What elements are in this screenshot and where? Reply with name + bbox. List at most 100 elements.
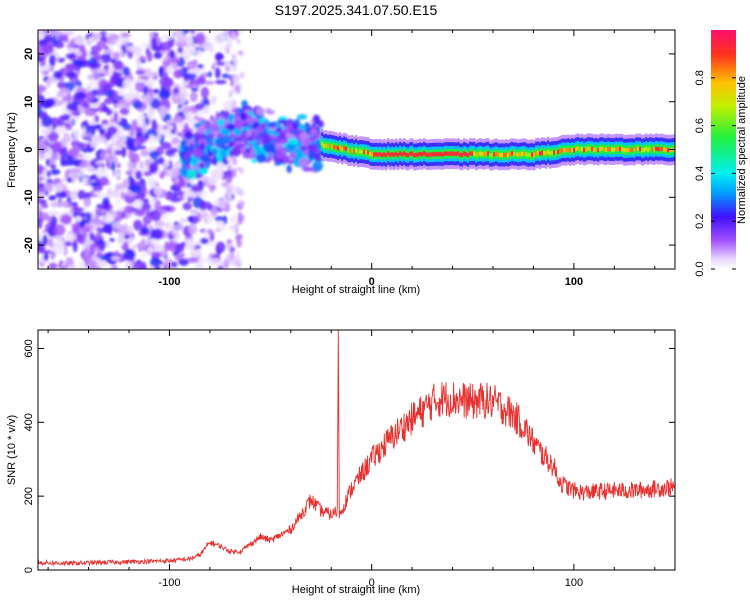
spectrogram-cell [226,243,232,251]
spectrogram-cell [92,124,103,130]
spectrogram-cell [89,181,100,187]
spectrogram-line-cell [553,150,556,155]
colorbar: 0.0 0.2 0.4 0.6 0.8 Normalized spectral ampl… [694,30,748,277]
spectrogram-cell [226,239,232,244]
colorbar-ticks: 0.0 0.2 0.4 0.6 0.8 [694,70,736,277]
spectrogram-cell [122,66,130,76]
spectrogram-cell [242,149,248,159]
spectrogram-line-cell [353,149,356,154]
spectrogram-line-cell [593,147,596,152]
spectrogram-cell [185,35,194,44]
spectrogram-line-cell [577,146,580,151]
spectrogram-cell [246,115,254,125]
spectrogram-line-cell [453,151,456,156]
spectrogram-cell [142,215,152,225]
spectrogram-line-cell [451,151,454,156]
spectrogram-cell [186,46,197,56]
spectrogram-line-cell [387,151,390,156]
spectrogram-line-cell [537,150,540,156]
spectrogram-cell [152,228,164,240]
spectrogram-line-cell [421,152,424,157]
spectrogram-cell [82,181,88,187]
spectrogram-cell [96,40,107,47]
spectrogram-line-cell [567,147,570,152]
spectrogram-cell [201,201,213,210]
spectrogram-cell [310,128,318,135]
spectrogram-cell [304,166,315,172]
spectrogram-cell [97,192,104,200]
spectrogram-cell [146,77,156,89]
spectrogram-cell [56,238,64,250]
spectrogram-cell [65,53,77,60]
spectrogram-cell [230,146,242,157]
spectrogram-cell [114,183,126,191]
spectrogram-cell [317,120,324,129]
spectrogram-cell [187,216,194,222]
spectrogram-cell [102,82,112,92]
spectrogram-cell [225,65,231,72]
spectrogram-cell [223,109,230,120]
spectrogram-cell [65,233,71,242]
spectrogram-cell [225,185,233,195]
spectrogram-cell [96,166,104,179]
spectrogram-cell [113,171,121,178]
spectrogram-cell [143,94,153,105]
snr-plot-area [38,330,675,567]
spectrogram-cell [153,51,163,59]
spectrogram-line-cell [545,151,548,156]
spectrogram-cell [44,91,52,96]
spectrogram-cell [86,36,96,45]
spectrogram-cell [100,150,106,161]
spectrogram-line-cell [435,152,438,157]
snr-series-line [38,330,675,567]
spectrogram-cell [170,197,181,203]
spectrogram-line-cell [471,151,474,156]
spectrogram-line-cell [429,152,432,157]
spectrogram-cell [186,60,198,70]
spectrogram-cell [112,221,122,230]
spectrogram-cell [68,264,77,269]
spectrogram-cell [189,142,195,153]
spectrogram-cell [282,155,290,164]
spectrogram-cell [38,85,47,93]
spectrogram-cell [158,105,168,116]
spectrogram-cell [282,127,291,134]
spectrogram-line-cell [543,150,546,155]
spectrogram-line-cell [369,151,372,157]
spectrogram-line-cell [499,152,502,158]
spectrogram-cell [45,97,56,107]
spectrogram-cell [90,45,103,53]
spectrogram-cell [102,45,109,51]
spectrogram-cell [153,244,166,253]
spectrogram-line-cell [529,152,532,157]
spectrogram-cell [95,252,104,257]
spectrogram-line-cell [379,152,382,157]
spectrogram-line-cell [637,146,640,151]
spectrogram-cell [127,225,133,235]
spectrogram-cell [164,241,170,252]
spectrogram-cell [151,122,158,131]
spectrogram-cell [216,153,223,163]
spectrogram-cell [192,67,201,74]
spectrogram-cell [197,64,204,70]
spectrogram-line-cell [373,152,376,157]
spectrogram-blobs [38,30,325,269]
spectrogram-cell [126,142,136,151]
spectrogram-cell [103,97,114,105]
spectrogram-line-cell [359,149,362,154]
spectrogram-cell [183,73,190,82]
spectrogram-cell [237,30,244,34]
spectrogram-cell [220,225,226,231]
spectrogram-cell [196,127,205,134]
spectrogram-cell [277,119,289,124]
spectrogram-cell [229,113,235,121]
spectrogram-cell [310,144,318,152]
spectrogram-cell [215,220,225,227]
spectrogram-cell [163,262,168,269]
spectrogram-cell [236,250,240,258]
spectrogram-cell [184,130,194,140]
spectrogram-line-cell [513,151,516,157]
spectrogram-line-cell [407,153,410,158]
spectrogram-cell [148,164,158,174]
spectrogram-cell [98,260,108,268]
